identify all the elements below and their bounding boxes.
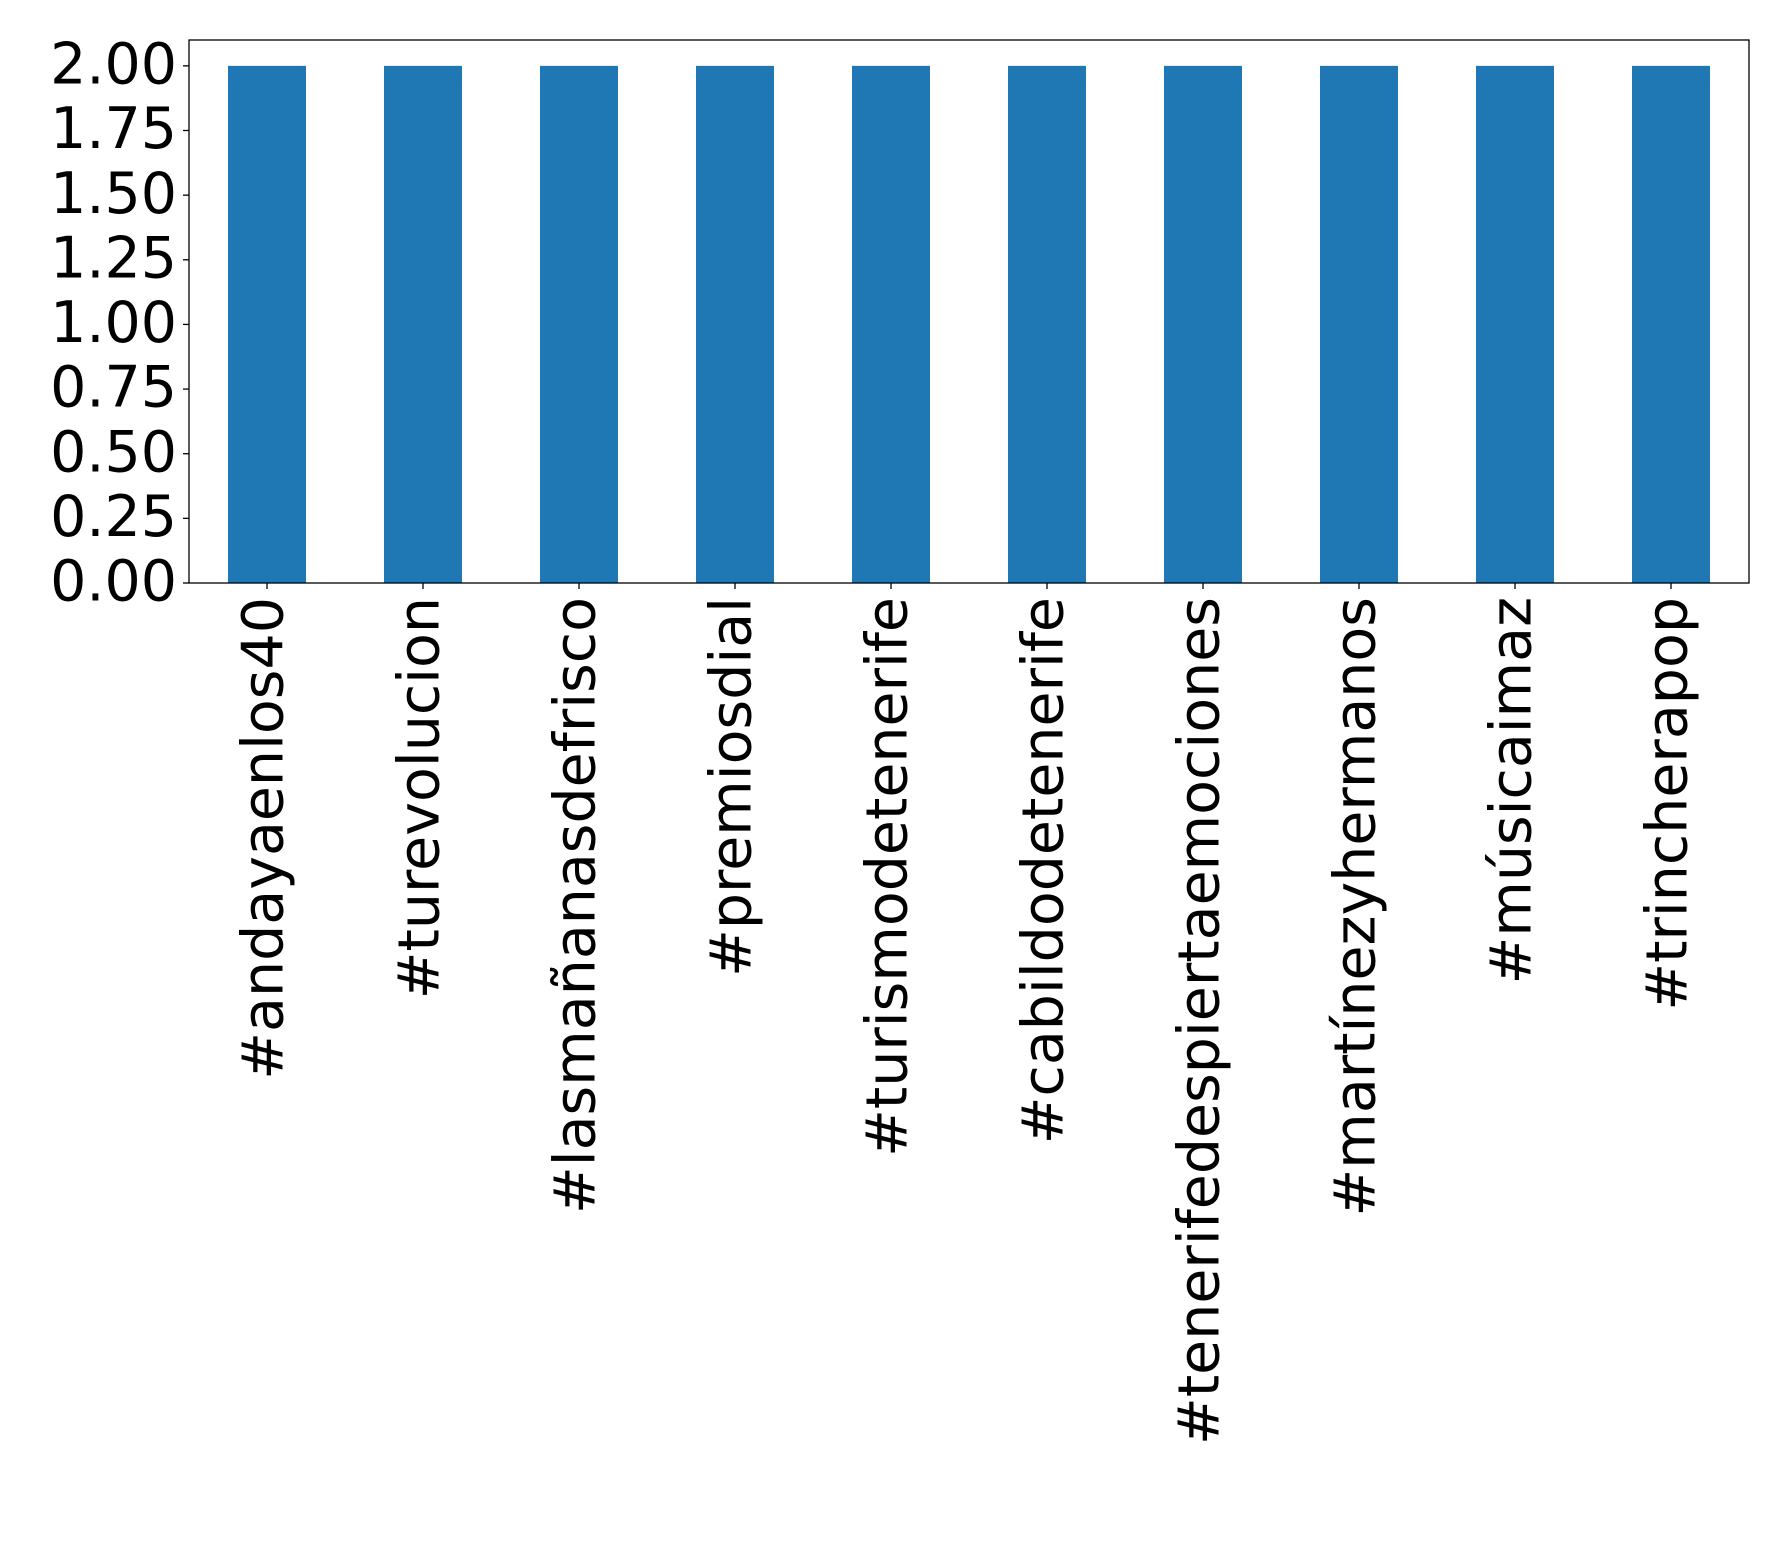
y-tick-label: 0.50 [50, 419, 177, 485]
x-tick-label: #turismodetenerife [855, 597, 921, 1157]
bar [228, 65, 306, 584]
x-tick-label: #turevolucion [387, 597, 453, 999]
y-tick-label: 0.00 [50, 549, 177, 615]
plot-frame [188, 39, 1750, 584]
bar [1164, 65, 1242, 584]
bar [696, 65, 774, 584]
x-tick-label: #trincherapop [1635, 597, 1701, 1011]
y-tick-label: 1.75 [50, 96, 177, 162]
bar [852, 65, 930, 584]
bar [384, 65, 462, 584]
bar [1476, 65, 1554, 584]
bar [1632, 65, 1710, 584]
bar [1008, 65, 1086, 584]
y-tick-label: 1.00 [50, 290, 177, 356]
x-tick-label: #cabildodetenerife [1011, 597, 1077, 1144]
x-tick-label: #martínezyhermanos [1323, 597, 1389, 1216]
bar [540, 65, 618, 584]
x-tick-label: #lasmañanasdefrisco [543, 597, 609, 1214]
x-tick-label: #tenerifedespiertaemociones [1167, 597, 1233, 1445]
y-tick-label: 1.25 [50, 225, 177, 291]
x-tick-label: #músicaimaz [1479, 597, 1545, 984]
y-tick-label: 0.25 [50, 484, 177, 550]
y-tick-label: 2.00 [50, 31, 177, 97]
x-tick-label: #premiosdial [699, 597, 765, 977]
y-tick-label: 1.50 [50, 161, 177, 227]
x-tick-label: #andayaenlos40 [231, 597, 297, 1080]
bar [1320, 65, 1398, 584]
y-tick-label: 0.75 [50, 355, 177, 421]
